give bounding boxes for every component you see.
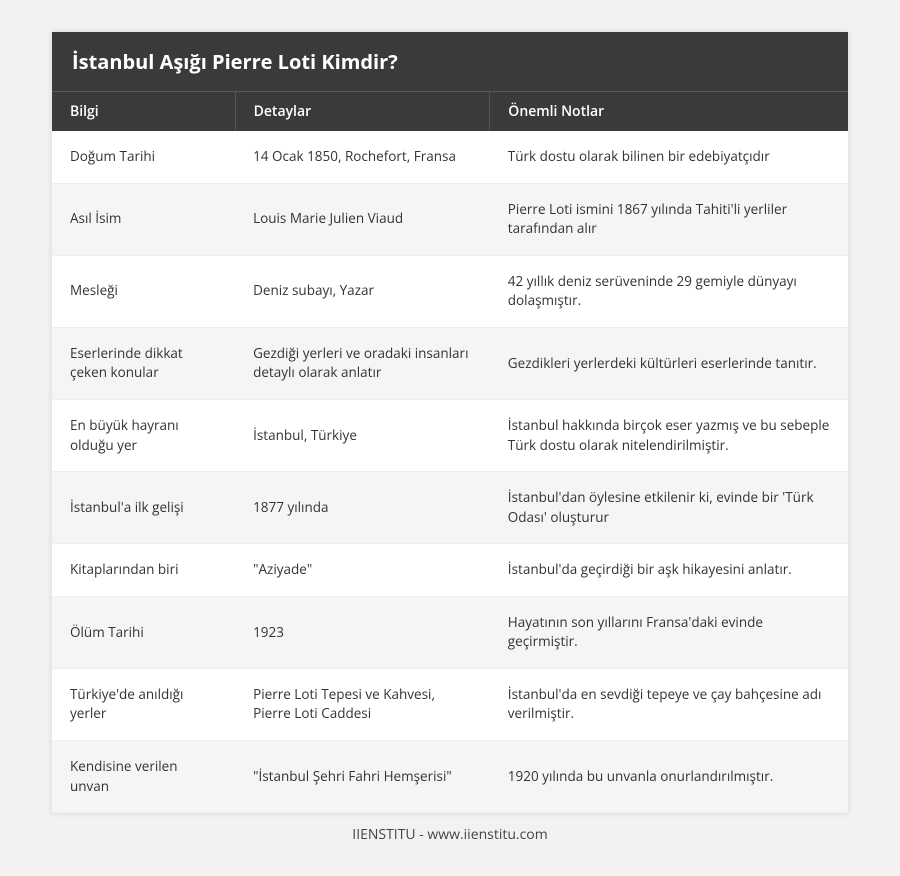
cell-info: Kendisine verilen unvan: [52, 741, 235, 813]
table-row: Mesleği Deniz subayı, Yazar 42 yıllık de…: [52, 255, 848, 327]
cell-info: İstanbul'a ilk gelişi: [52, 472, 235, 544]
table-header: Bilgi Detaylar Önemli Notlar: [52, 92, 848, 132]
cell-details: 1923: [235, 596, 490, 668]
cell-info: Kitaplarından biri: [52, 544, 235, 597]
table-body: Doğum Tarihi 14 Ocak 1850, Rochefort, Fr…: [52, 131, 848, 813]
table-row: Asıl İsim Louis Marie Julien Viaud Pierr…: [52, 183, 848, 255]
cell-notes: İstanbul'da geçirdiği bir aşk hikayesini…: [490, 544, 848, 597]
table-row: Kendisine verilen unvan "İstanbul Şehri …: [52, 741, 848, 813]
cell-notes: Türk dostu olarak bilinen bir edebiyatçı…: [490, 131, 848, 183]
table-row: Doğum Tarihi 14 Ocak 1850, Rochefort, Fr…: [52, 131, 848, 183]
cell-notes: Hayatının son yıllarını Fransa'daki evin…: [490, 596, 848, 668]
table-row: Ölüm Tarihi 1923 Hayatının son yıllarını…: [52, 596, 848, 668]
info-table: Bilgi Detaylar Önemli Notlar Doğum Tarih…: [52, 91, 848, 813]
cell-details: Deniz subayı, Yazar: [235, 255, 490, 327]
card-title: İstanbul Aşığı Pierre Loti Kimdir?: [52, 32, 848, 91]
cell-info: Doğum Tarihi: [52, 131, 235, 183]
cell-details: "İstanbul Şehri Fahri Hemşerisi": [235, 741, 490, 813]
cell-notes: Gezdikleri yerlerdeki kültürleri eserler…: [490, 327, 848, 399]
cell-details: Pierre Loti Tepesi ve Kahvesi, Pierre Lo…: [235, 668, 490, 740]
cell-notes: İstanbul'dan öylesine etkilenir ki, evin…: [490, 472, 848, 544]
cell-details: "Aziyade": [235, 544, 490, 597]
column-header-notes: Önemli Notlar: [490, 92, 848, 132]
cell-notes: 42 yıllık deniz serüveninde 29 gemiyle d…: [490, 255, 848, 327]
table-row: İstanbul'a ilk gelişi 1877 yılında İstan…: [52, 472, 848, 544]
cell-info: Eserlerinde dikkat çeken konular: [52, 327, 235, 399]
cell-notes: İstanbul'da en sevdiği tepeye ve çay bah…: [490, 668, 848, 740]
table-row: Türkiye'de anıldığı yerler Pierre Loti T…: [52, 668, 848, 740]
cell-details: 1877 yılında: [235, 472, 490, 544]
cell-details: 14 Ocak 1850, Rochefort, Fransa: [235, 131, 490, 183]
table-row: En büyük hayranı olduğu yer İstanbul, Tü…: [52, 399, 848, 471]
column-header-info: Bilgi: [52, 92, 235, 132]
footer-text: IIENSTITU - www.iienstitu.com: [52, 813, 848, 844]
info-card: İstanbul Aşığı Pierre Loti Kimdir? Bilgi…: [52, 32, 848, 813]
cell-info: Türkiye'de anıldığı yerler: [52, 668, 235, 740]
cell-info: Asıl İsim: [52, 183, 235, 255]
cell-info: Mesleği: [52, 255, 235, 327]
cell-notes: Pierre Loti ismini 1867 yılında Tahiti'l…: [490, 183, 848, 255]
cell-notes: 1920 yılında bu unvanla onurlandırılmışt…: [490, 741, 848, 813]
table-row: Kitaplarından biri "Aziyade" İstanbul'da…: [52, 544, 848, 597]
column-header-details: Detaylar: [235, 92, 490, 132]
cell-details: Louis Marie Julien Viaud: [235, 183, 490, 255]
table-row: Eserlerinde dikkat çeken konular Gezdiği…: [52, 327, 848, 399]
cell-details: İstanbul, Türkiye: [235, 399, 490, 471]
cell-info: En büyük hayranı olduğu yer: [52, 399, 235, 471]
cell-details: Gezdiği yerleri ve oradaki insanları det…: [235, 327, 490, 399]
cell-info: Ölüm Tarihi: [52, 596, 235, 668]
cell-notes: İstanbul hakkında birçok eser yazmış ve …: [490, 399, 848, 471]
